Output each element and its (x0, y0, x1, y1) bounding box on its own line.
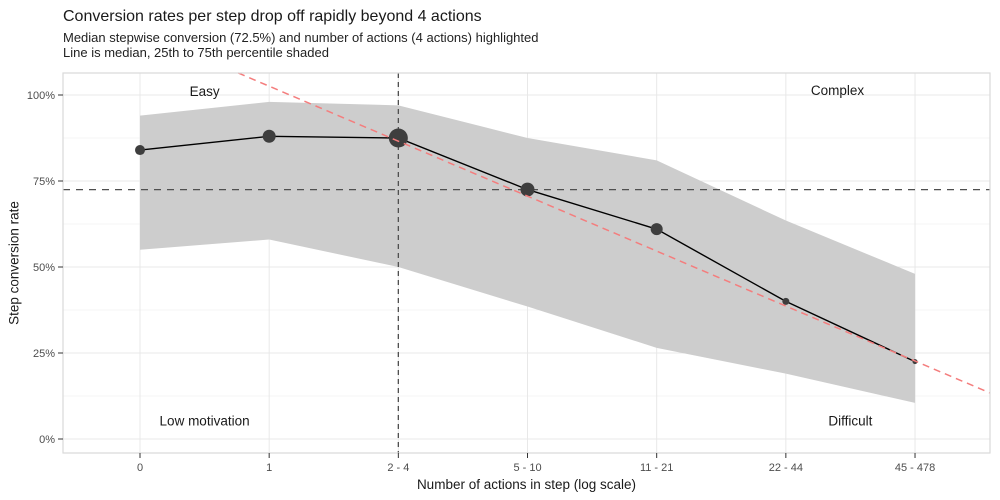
data-point (262, 129, 276, 143)
data-point (650, 223, 663, 236)
y-tick-label: 100% (27, 90, 55, 102)
y-tick-label: 50% (33, 262, 55, 274)
y-tick-label: 0% (39, 434, 55, 446)
data-point (782, 297, 790, 305)
x-tick-label: 0 (137, 462, 143, 474)
chart-title: Conversion rates per step drop off rapid… (63, 8, 482, 25)
panel-border (62, 72, 991, 454)
annotation-low-motivation: Low motivation (160, 414, 250, 429)
x-tick-label: 45 - 478 (895, 462, 935, 474)
data-point-highlighted (388, 128, 408, 148)
data-point (135, 145, 145, 156)
x-tick-label: 5 - 10 (513, 462, 541, 474)
annotation-difficult: Difficult (828, 414, 872, 429)
percentile-band (140, 101, 916, 403)
chart-subtitle-line2: Line is median, 25th to 75th percentile … (63, 45, 329, 60)
x-tick-label: 2 - 4 (387, 462, 409, 474)
x-tick-label: 22 - 44 (769, 462, 803, 474)
annotation-easy: Easy (190, 84, 220, 99)
chart-subtitle-line1: Median stepwise conversion (72.5%) and n… (63, 30, 539, 45)
annotation-complex: Complex (811, 83, 865, 98)
y-tick-label: 25% (33, 348, 55, 360)
y-tick-label: 75% (33, 176, 55, 188)
data-point (520, 182, 535, 197)
y-axis-title: Step conversion rate (6, 201, 22, 325)
x-axis-title: Number of actions in step (log scale) (416, 477, 637, 492)
x-tick-label: 11 - 21 (640, 462, 673, 474)
trend-line (237, 72, 991, 394)
x-tick-label: 1 (266, 462, 272, 474)
